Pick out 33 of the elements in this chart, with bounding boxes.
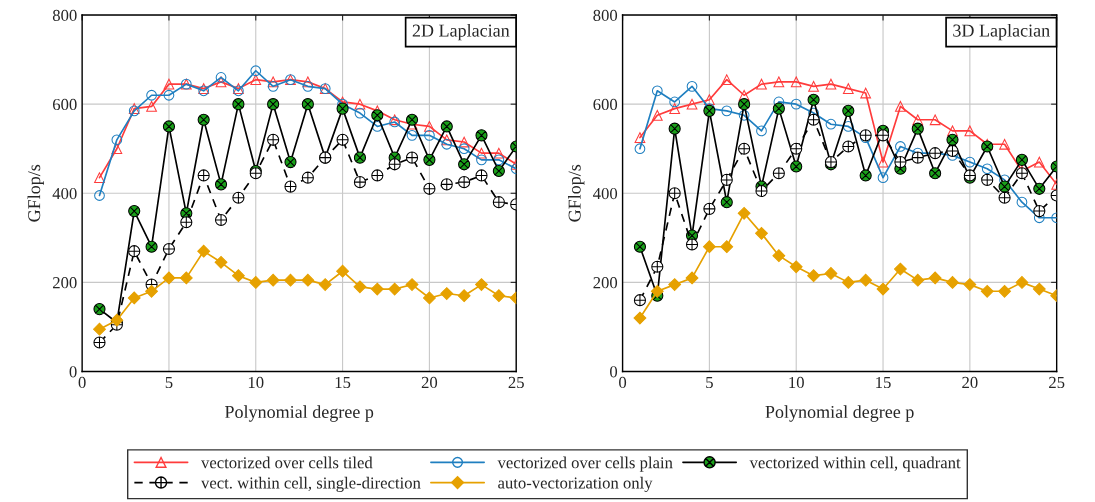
x-tick-label: 5 xyxy=(706,376,713,389)
y-tick-label: 0 xyxy=(69,366,77,378)
chart-title: 3D Laplacian xyxy=(953,23,1050,41)
x-tick-label: 15 xyxy=(335,376,351,389)
y-axis-title: GFlop/s xyxy=(27,164,44,222)
x-tick-label: 20 xyxy=(421,376,438,389)
y-tick-label: 200 xyxy=(593,277,618,289)
x-tick-label: 10 xyxy=(248,376,264,389)
legend-label: auto-vectorization only xyxy=(498,476,653,492)
x-tick-label: 5 xyxy=(165,376,173,389)
y-tick-label: 400 xyxy=(52,187,77,200)
x-axis-title: Polynomial degree p xyxy=(765,405,914,422)
y-tick-label: 600 xyxy=(593,98,618,111)
x-tick-label: 25 xyxy=(1049,376,1065,389)
y-tick-label: 600 xyxy=(52,98,77,111)
x-tick-label: 10 xyxy=(789,376,804,389)
legend-label: vect. within cell, single-direction xyxy=(201,476,421,492)
x-tick-label: 15 xyxy=(876,376,891,389)
y-axis-title: GFlop/s xyxy=(568,164,585,222)
legend-label: vectorized over cells plain xyxy=(497,456,673,472)
y-tick-label: 400 xyxy=(593,187,618,200)
y-tick-label: 0 xyxy=(610,366,618,378)
legend-label: vectorized over cells tiled xyxy=(201,456,373,469)
y-tick-label: 200 xyxy=(53,277,77,289)
y-tick-label: 800 xyxy=(593,9,618,22)
x-tick-label: 0 xyxy=(619,376,627,389)
chart-title: 2D Laplacian xyxy=(412,23,510,41)
y-tick-label: 800 xyxy=(52,9,77,22)
x-tick-label: 0 xyxy=(78,376,86,389)
legend-label: vectorized within cell, quadrant xyxy=(749,456,961,472)
x-tick-label: 25 xyxy=(508,376,524,389)
x-tick-label: 20 xyxy=(962,376,978,389)
x-axis-title: Polynomial degree p xyxy=(224,405,374,422)
